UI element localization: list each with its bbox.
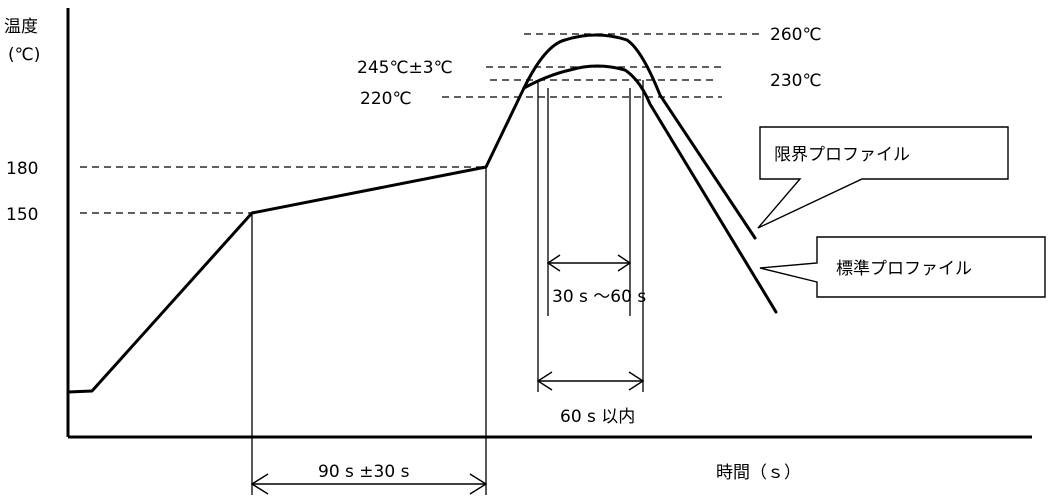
y-axis-label-line2: (℃) — [8, 45, 40, 65]
label-above-230: 30 s ～60 s — [552, 287, 646, 307]
standard-profile-label: 標準プロファイル — [836, 259, 972, 279]
arrow-preheat — [250, 473, 488, 495]
arrow-above-220 — [536, 371, 645, 391]
arrow-above-230 — [546, 254, 632, 272]
tick-label-180: 180 — [6, 159, 38, 179]
limit-profile-callout — [757, 126, 1009, 229]
label-220: 220℃ — [360, 89, 412, 109]
x-axis-label: 時間（ｓ） — [716, 463, 801, 483]
label-preheat: 90 s ±30 s — [318, 462, 410, 482]
standard-profile-curve — [522, 64, 778, 314]
limit-profile-label: 限界プロファイル — [774, 145, 910, 165]
label-260: 260℃ — [770, 25, 822, 45]
limit-profile-curve — [522, 33, 757, 240]
label-245: 245℃±3℃ — [357, 58, 453, 78]
label-above-220: 60 s 以内 — [560, 407, 635, 427]
y-axis-label-line1: 温度 — [4, 17, 38, 37]
common-ramp-curve — [66, 86, 526, 394]
standard-profile-callout — [759, 236, 1046, 298]
tick-label-150: 150 — [6, 205, 38, 225]
label-230: 230℃ — [770, 71, 822, 91]
